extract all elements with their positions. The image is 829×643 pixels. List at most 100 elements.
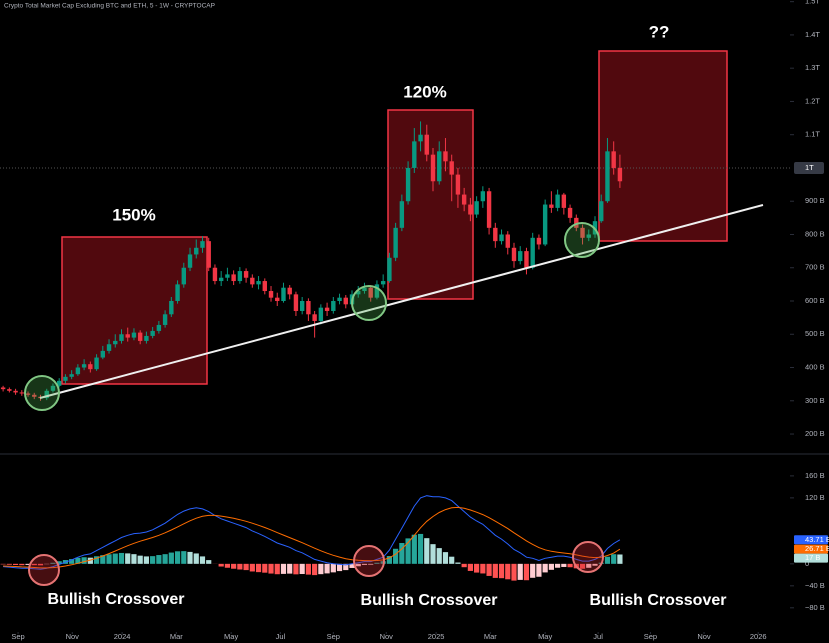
x-tick-label: Mar	[484, 632, 497, 641]
value-badge-label: 17 B	[805, 553, 820, 562]
candle-body	[206, 241, 211, 268]
candle-body	[549, 204, 554, 208]
candle-body	[63, 376, 68, 381]
candle-body	[368, 287, 373, 298]
candle-body	[88, 364, 93, 370]
candle-body	[125, 334, 130, 338]
candle-body	[231, 274, 236, 282]
candle-body	[50, 385, 56, 391]
x-tick-label: Mar	[170, 632, 183, 641]
histogram-bar	[255, 563, 262, 573]
histogram-bar	[424, 538, 430, 564]
candle-body	[299, 301, 305, 311]
candle-body	[144, 335, 149, 341]
histogram-bar	[386, 556, 392, 564]
candle-body	[268, 291, 274, 298]
histogram-bar	[361, 563, 368, 565]
crossover-circle	[28, 554, 60, 586]
y-tick-label: 1.3T	[805, 63, 820, 72]
candle-body	[542, 204, 548, 245]
candle-body	[343, 297, 348, 305]
histogram-bar	[498, 563, 505, 579]
candle-body	[243, 271, 249, 278]
crossover-label: Bullish Crossover	[590, 592, 727, 609]
value-badge	[794, 553, 828, 563]
histogram-bar	[100, 555, 106, 564]
histogram-bar	[174, 551, 181, 564]
histogram-bar	[517, 563, 523, 580]
candle-body	[225, 274, 230, 278]
candle-body	[468, 204, 473, 215]
histogram-bar	[168, 552, 174, 564]
histogram-bar	[106, 554, 112, 564]
histogram-bar	[280, 563, 287, 574]
histogram-bar	[69, 559, 75, 564]
histogram-bar	[405, 538, 411, 564]
y-tick-label: 1.4T	[805, 30, 820, 39]
candle-body	[0, 387, 6, 390]
y-tick-label: 700 B	[805, 263, 825, 272]
histogram-bar	[12, 563, 19, 565]
histogram-bar	[461, 563, 467, 568]
candle-body	[56, 380, 62, 386]
candle-body	[393, 227, 398, 258]
histogram-bar	[617, 554, 623, 564]
histogram-bar	[187, 551, 193, 564]
candle-body	[137, 332, 143, 341]
candle-body	[318, 307, 324, 321]
gain-label: 120%	[403, 82, 446, 101]
value-badge-label: 43.71 B	[805, 535, 829, 544]
histogram-bar	[274, 563, 280, 575]
histogram-bar	[156, 555, 162, 564]
gain-label: ??	[649, 22, 670, 41]
histogram-bar	[19, 563, 25, 566]
candle-body	[175, 284, 180, 302]
candle-body	[306, 301, 311, 315]
candle-body	[169, 301, 174, 315]
candle-body	[331, 301, 336, 311]
candle-body	[75, 367, 81, 375]
histogram-bar	[530, 563, 536, 578]
histogram-bar	[374, 562, 380, 564]
histogram-bar	[137, 555, 143, 564]
histogram-bar	[318, 563, 324, 575]
candle-body	[418, 134, 423, 142]
trend-line	[39, 204, 764, 399]
histogram-bar	[56, 561, 62, 564]
histogram-bar	[430, 544, 436, 564]
candle-body	[324, 307, 330, 311]
candle-body	[536, 237, 542, 245]
x-tick-label: 2026	[750, 632, 767, 641]
y-tick-label: 120 B	[805, 493, 825, 502]
histogram-bar	[231, 563, 237, 569]
candle-body	[356, 291, 361, 295]
histogram-bar	[87, 557, 93, 564]
histogram-bar	[162, 554, 168, 564]
histogram-bar	[81, 557, 87, 564]
candle-body	[100, 350, 105, 358]
candle-body	[493, 227, 498, 242]
y-tick-label: 600 B	[805, 296, 825, 305]
highlight-circle	[351, 285, 387, 321]
candle-body	[380, 281, 386, 285]
histogram-bar	[505, 563, 511, 580]
histogram-bar	[336, 563, 343, 572]
y-tick-label: 160 B	[805, 471, 825, 480]
candle-body	[281, 287, 286, 302]
candle-body	[518, 251, 523, 262]
y-tick-label: −40 B	[805, 581, 825, 590]
candle-body	[337, 297, 342, 302]
candle-body	[530, 237, 535, 268]
histogram-bar	[474, 563, 480, 573]
candle-body	[524, 251, 529, 268]
macd-line	[3, 506, 621, 569]
candle-body	[437, 151, 442, 182]
histogram-bar	[243, 563, 249, 571]
x-tick-label: Jul	[276, 632, 286, 641]
y-tick-label: 1.2T	[805, 96, 820, 105]
histogram-bar	[368, 563, 374, 565]
histogram-bar	[343, 563, 349, 571]
candle-body	[150, 330, 155, 336]
y-tick-label: 800 B	[805, 229, 825, 238]
histogram-bar	[6, 563, 12, 565]
